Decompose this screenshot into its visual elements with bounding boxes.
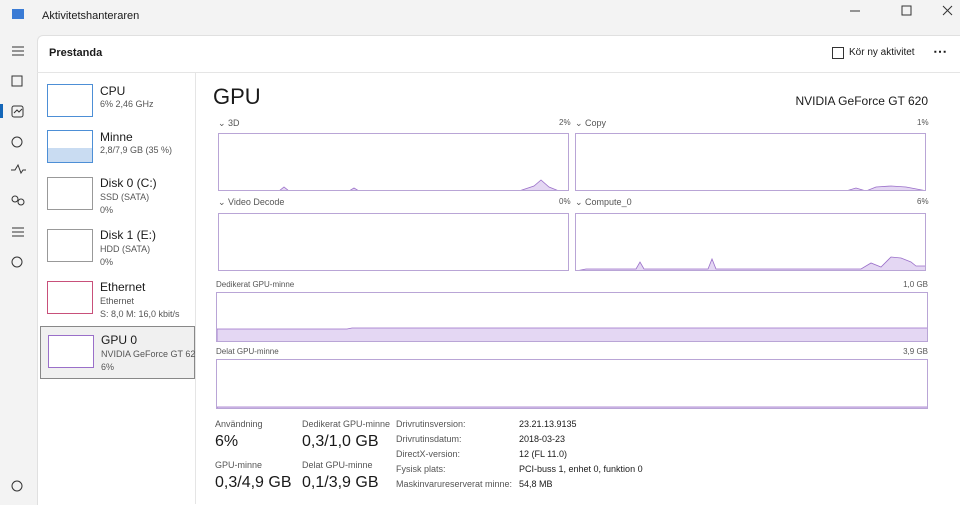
graph-value: 6%	[917, 197, 929, 206]
run-task-button[interactable]: Kör ny aktivitet	[849, 47, 915, 58]
label: Video Decode	[228, 197, 285, 207]
item-detail: 0%	[100, 205, 114, 215]
sidebar-item[interactable]: Ethernet Ethernet S: 8,0 M: 16,0 kbit/s	[40, 275, 195, 321]
divider	[37, 72, 960, 73]
graph-dedicated-memory	[216, 292, 928, 342]
sidebar-item[interactable]: Disk 1 (E:) HDD (SATA) 0%	[40, 223, 195, 269]
thumbnail	[48, 335, 94, 368]
detail-label: Drivrutinsdatum:	[396, 434, 462, 444]
detail-value: PCI-buss 1, enhet 0, funktion 0	[519, 464, 643, 474]
detail-value: 2018-03-23	[519, 434, 566, 444]
run-task-icon	[832, 47, 844, 59]
item-name: Ethernet	[100, 280, 146, 294]
thumbnail	[47, 281, 93, 314]
page-title: Prestanda	[49, 47, 103, 59]
graph-label: ⌄ Video Decode	[218, 197, 285, 207]
item-detail: HDD (SATA)	[100, 244, 151, 254]
graph-max: 1,0 GB	[903, 280, 928, 289]
graph-label: ⌄ Copy	[575, 118, 607, 128]
graph-value: 2%	[559, 118, 571, 127]
detail-value: 54,8 MB	[519, 479, 553, 489]
detail-label: Fysisk plats:	[396, 464, 446, 474]
thumbnail	[47, 130, 93, 163]
stat-label: Användning	[215, 419, 263, 429]
stat-value: 0,3/4,9 GB	[215, 474, 292, 491]
detail-label: Drivrutinsversion:	[396, 419, 466, 429]
item-detail: 6% 2,46 GHz	[100, 99, 154, 109]
graph-value: 0%	[559, 197, 571, 206]
divider	[195, 73, 196, 504]
graph-max: 3,9 GB	[903, 347, 928, 356]
thumbnail	[47, 177, 93, 210]
item-detail: 2,8/7,9 GB (35 %)	[100, 145, 173, 155]
graph-video-decode	[218, 213, 569, 271]
thumbnail	[47, 84, 93, 117]
graph-label: ⌄ Compute_0	[575, 197, 632, 207]
nav-rail[interactable]	[0, 36, 37, 504]
item-detail: 6%	[101, 362, 115, 372]
main-title: GPU	[213, 84, 261, 109]
stat-value: 0,1/3,9 GB	[302, 474, 379, 491]
item-detail: NVIDIA GeForce GT 620	[101, 349, 195, 359]
stat-label: Delat GPU-minne	[302, 460, 373, 470]
more-button[interactable]: ⋯	[933, 43, 948, 59]
item-name: GPU 0	[101, 333, 138, 347]
detail-label: Maskinvarureserverat minne:	[396, 479, 513, 489]
graph-label: Dedikerat GPU-minne	[216, 280, 295, 289]
detail-value: 12 (FL 11.0)	[519, 449, 568, 459]
sidebar-item[interactable]: Minne 2,8/7,9 GB (35 %)	[40, 124, 195, 170]
sidebar-item-selected[interactable]: GPU 0 NVIDIA GeForce GT 620 6%	[40, 326, 195, 379]
graph-value: 1%	[917, 118, 929, 127]
sidebar-item[interactable]: CPU 6% 2,46 GHz	[40, 78, 195, 124]
app-icon	[12, 9, 24, 19]
item-detail: SSD (SATA)	[100, 192, 150, 202]
item-name: Disk 0 (C:)	[100, 176, 157, 190]
item-name: CPU	[100, 84, 126, 98]
sidebar-item[interactable]: Disk 0 (C:) SSD (SATA) 0%	[40, 171, 195, 217]
stat-label: Dedikerat GPU-minne	[302, 419, 391, 429]
item-detail: Ethernet	[100, 296, 135, 306]
device-name: NVIDIA GeForce GT 620	[795, 94, 929, 108]
item-name: Disk 1 (E:)	[100, 228, 157, 242]
stat-value: 6%	[215, 433, 239, 450]
window-controls[interactable]	[840, 0, 960, 24]
item-detail: 0%	[100, 257, 114, 267]
label: Copy	[585, 118, 607, 128]
label: Compute_0	[585, 197, 632, 207]
item-detail: S: 8,0 M: 16,0 kbit/s	[100, 309, 180, 319]
detail-label: DirectX-version:	[396, 449, 461, 459]
item-name: Minne	[100, 130, 133, 144]
graph-3d	[218, 133, 569, 191]
graph-compute	[575, 213, 926, 271]
graph-label: ⌄ 3D	[218, 118, 240, 128]
window-title: Aktivitetshanteraren	[42, 10, 140, 22]
stat-value: 0,3/1,0 GB	[302, 433, 379, 450]
thumbnail	[47, 229, 93, 262]
detail-value: 23.21.13.9135	[519, 419, 577, 429]
graph-label: Delat GPU-minne	[216, 347, 279, 356]
graph-copy	[575, 133, 926, 191]
graph-shared-memory	[216, 359, 928, 409]
stat-label: GPU-minne	[215, 460, 263, 470]
label: 3D	[228, 118, 240, 128]
